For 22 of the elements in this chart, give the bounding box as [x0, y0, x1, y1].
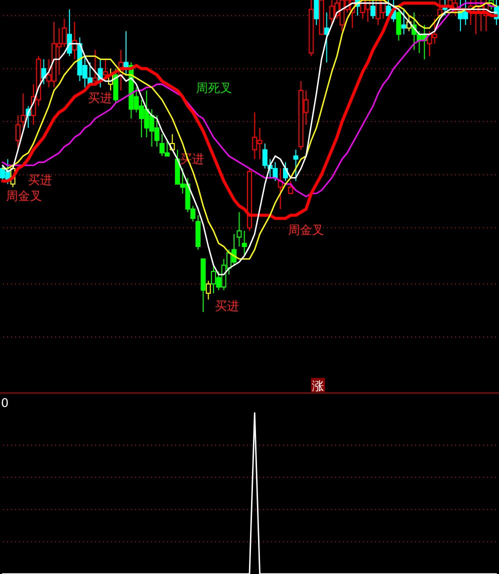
candlestick [314, 0, 319, 26]
candlestick [396, 6, 402, 42]
annotation: 周金叉 [288, 223, 324, 237]
text: 0 [1, 396, 9, 410]
candlestick [236, 212, 242, 247]
candlestick [20, 93, 26, 128]
text: 涨 [312, 379, 324, 393]
annotation: 买进 [88, 91, 112, 105]
annotation: 买进 [215, 299, 239, 313]
candlestick [102, 58, 108, 78]
candlestick [41, 58, 46, 85]
candlestick [92, 49, 98, 85]
annotation: 周金叉 [6, 189, 42, 203]
candlestick [288, 180, 294, 194]
candlestick [242, 230, 247, 256]
candlestick [16, 114, 21, 150]
annotation: 周死叉 [196, 81, 232, 95]
annotation: 买进 [28, 173, 52, 187]
candlestick [401, 8, 406, 35]
candlestick [293, 149, 298, 182]
candlestick [324, 12, 330, 63]
candlestick [370, 0, 376, 20]
